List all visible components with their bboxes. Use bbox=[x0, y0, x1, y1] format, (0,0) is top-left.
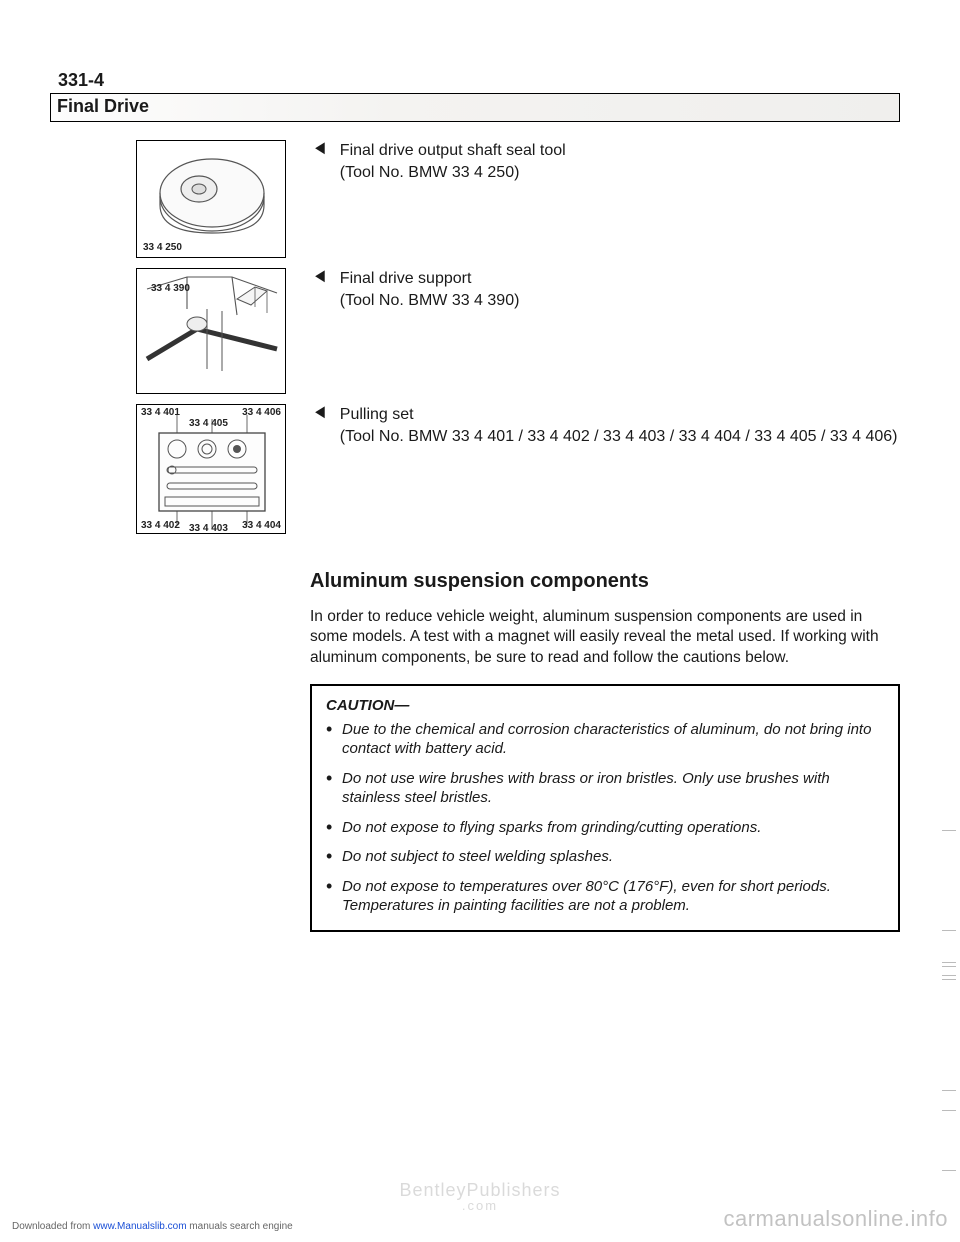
arrow-icon: ◄ bbox=[312, 138, 328, 158]
arrow-icon: ◄ bbox=[312, 402, 328, 422]
figure-label-tr: 33 4 406 bbox=[242, 407, 281, 418]
tool-entry: ◄ Pulling set (Tool No. BMW 33 4 401 / 3… bbox=[310, 404, 900, 447]
footer-link[interactable]: www.Manualslib.com bbox=[93, 1221, 186, 1232]
caution-box: CAUTION— Due to the chemical and corrosi… bbox=[310, 684, 900, 932]
body-paragraph: In order to reduce vehicle weight, alumi… bbox=[310, 607, 900, 668]
page-footer: Downloaded from www.Manualslib.com manua… bbox=[0, 1206, 960, 1232]
text-column: ◄ Final drive support (Tool No. BMW 33 4… bbox=[310, 268, 900, 333]
section-title-box: Final Drive bbox=[50, 93, 900, 122]
tool-number: (Tool No. BMW 33 4 250) bbox=[340, 164, 520, 181]
text-column: ◄ Final drive output shaft seal tool (To… bbox=[310, 140, 900, 205]
figure-column: 33 4 250 bbox=[50, 140, 310, 258]
caution-item: Do not use wire brushes with brass or ir… bbox=[326, 769, 884, 808]
tool-number: (Tool No. BMW 33 4 401 / 33 4 402 / 33 4… bbox=[340, 428, 898, 445]
margin-ticks bbox=[936, 0, 956, 1242]
arrow-icon: ◄ bbox=[312, 266, 328, 286]
footer-left: Downloaded from www.Manualslib.com manua… bbox=[12, 1221, 293, 1232]
figure-label-tl: 33 4 401 bbox=[141, 407, 180, 418]
caution-item: Do not expose to temperatures over 80°C … bbox=[326, 877, 884, 916]
caution-title: CAUTION— bbox=[326, 696, 884, 716]
figure-label-tc: 33 4 405 bbox=[189, 418, 228, 429]
tool-label: Pulling set bbox=[340, 406, 414, 423]
text-column: Aluminum suspension components In order … bbox=[310, 544, 900, 932]
figure-support: 33 4 390 bbox=[136, 268, 286, 394]
footer-right-watermark: carmanualsonline.info bbox=[723, 1206, 948, 1232]
caution-item: Do not expose to flying sparks from grin… bbox=[326, 818, 884, 838]
tool-label: Final drive output shaft seal tool bbox=[340, 142, 566, 159]
caution-list: Due to the chemical and corrosion charac… bbox=[326, 720, 884, 916]
figure-column: 33 4 401 33 4 406 33 4 405 33 4 402 33 4… bbox=[50, 404, 310, 534]
manual-page: 331-4 Final Drive 33 4 250 ◄ Final dri bbox=[0, 0, 960, 982]
tool-text: Final drive output shaft seal tool (Tool… bbox=[340, 140, 566, 183]
figure-label-br: 33 4 404 bbox=[242, 520, 281, 531]
tool-entry: ◄ Final drive support (Tool No. BMW 33 4… bbox=[310, 268, 900, 311]
footer-prefix: Downloaded from bbox=[12, 1221, 93, 1232]
figure-label-bl: 33 4 402 bbox=[141, 520, 180, 531]
figure-pulling-set: 33 4 401 33 4 406 33 4 405 33 4 402 33 4… bbox=[136, 404, 286, 534]
figure-label: 33 4 250 bbox=[143, 242, 182, 253]
footer-suffix: manuals search engine bbox=[187, 1221, 293, 1232]
text-column: ◄ Pulling set (Tool No. BMW 33 4 401 / 3… bbox=[310, 404, 900, 469]
tool-row: 33 4 250 ◄ Final drive output shaft seal… bbox=[50, 140, 900, 258]
tool-label: Final drive support bbox=[340, 270, 472, 287]
tool-text: Pulling set (Tool No. BMW 33 4 401 / 33 … bbox=[340, 404, 898, 447]
caution-item: Due to the chemical and corrosion charac… bbox=[326, 720, 884, 759]
subsection-heading: Aluminum suspension components bbox=[310, 570, 900, 593]
tool-number: (Tool No. BMW 33 4 390) bbox=[340, 292, 520, 309]
watermark-line1: BentleyPublishers bbox=[399, 1181, 560, 1199]
page-number: 331-4 bbox=[50, 70, 900, 91]
tool-text: Final drive support (Tool No. BMW 33 4 3… bbox=[340, 268, 520, 311]
section-title: Final Drive bbox=[57, 96, 149, 117]
figure-label: 33 4 390 bbox=[151, 283, 190, 294]
tool-row: 33 4 390 ◄ Final drive support (Tool No.… bbox=[50, 268, 900, 394]
figure-seal-tool: 33 4 250 bbox=[136, 140, 286, 258]
tool-row: 33 4 401 33 4 406 33 4 405 33 4 402 33 4… bbox=[50, 404, 900, 534]
figure-label-bc: 33 4 403 bbox=[189, 523, 228, 534]
caution-item: Do not subject to steel welding splashes… bbox=[326, 847, 884, 867]
tool-entry: ◄ Final drive output shaft seal tool (To… bbox=[310, 140, 900, 183]
figure-column: 33 4 390 bbox=[50, 268, 310, 394]
content-row: Aluminum suspension components In order … bbox=[50, 544, 900, 932]
